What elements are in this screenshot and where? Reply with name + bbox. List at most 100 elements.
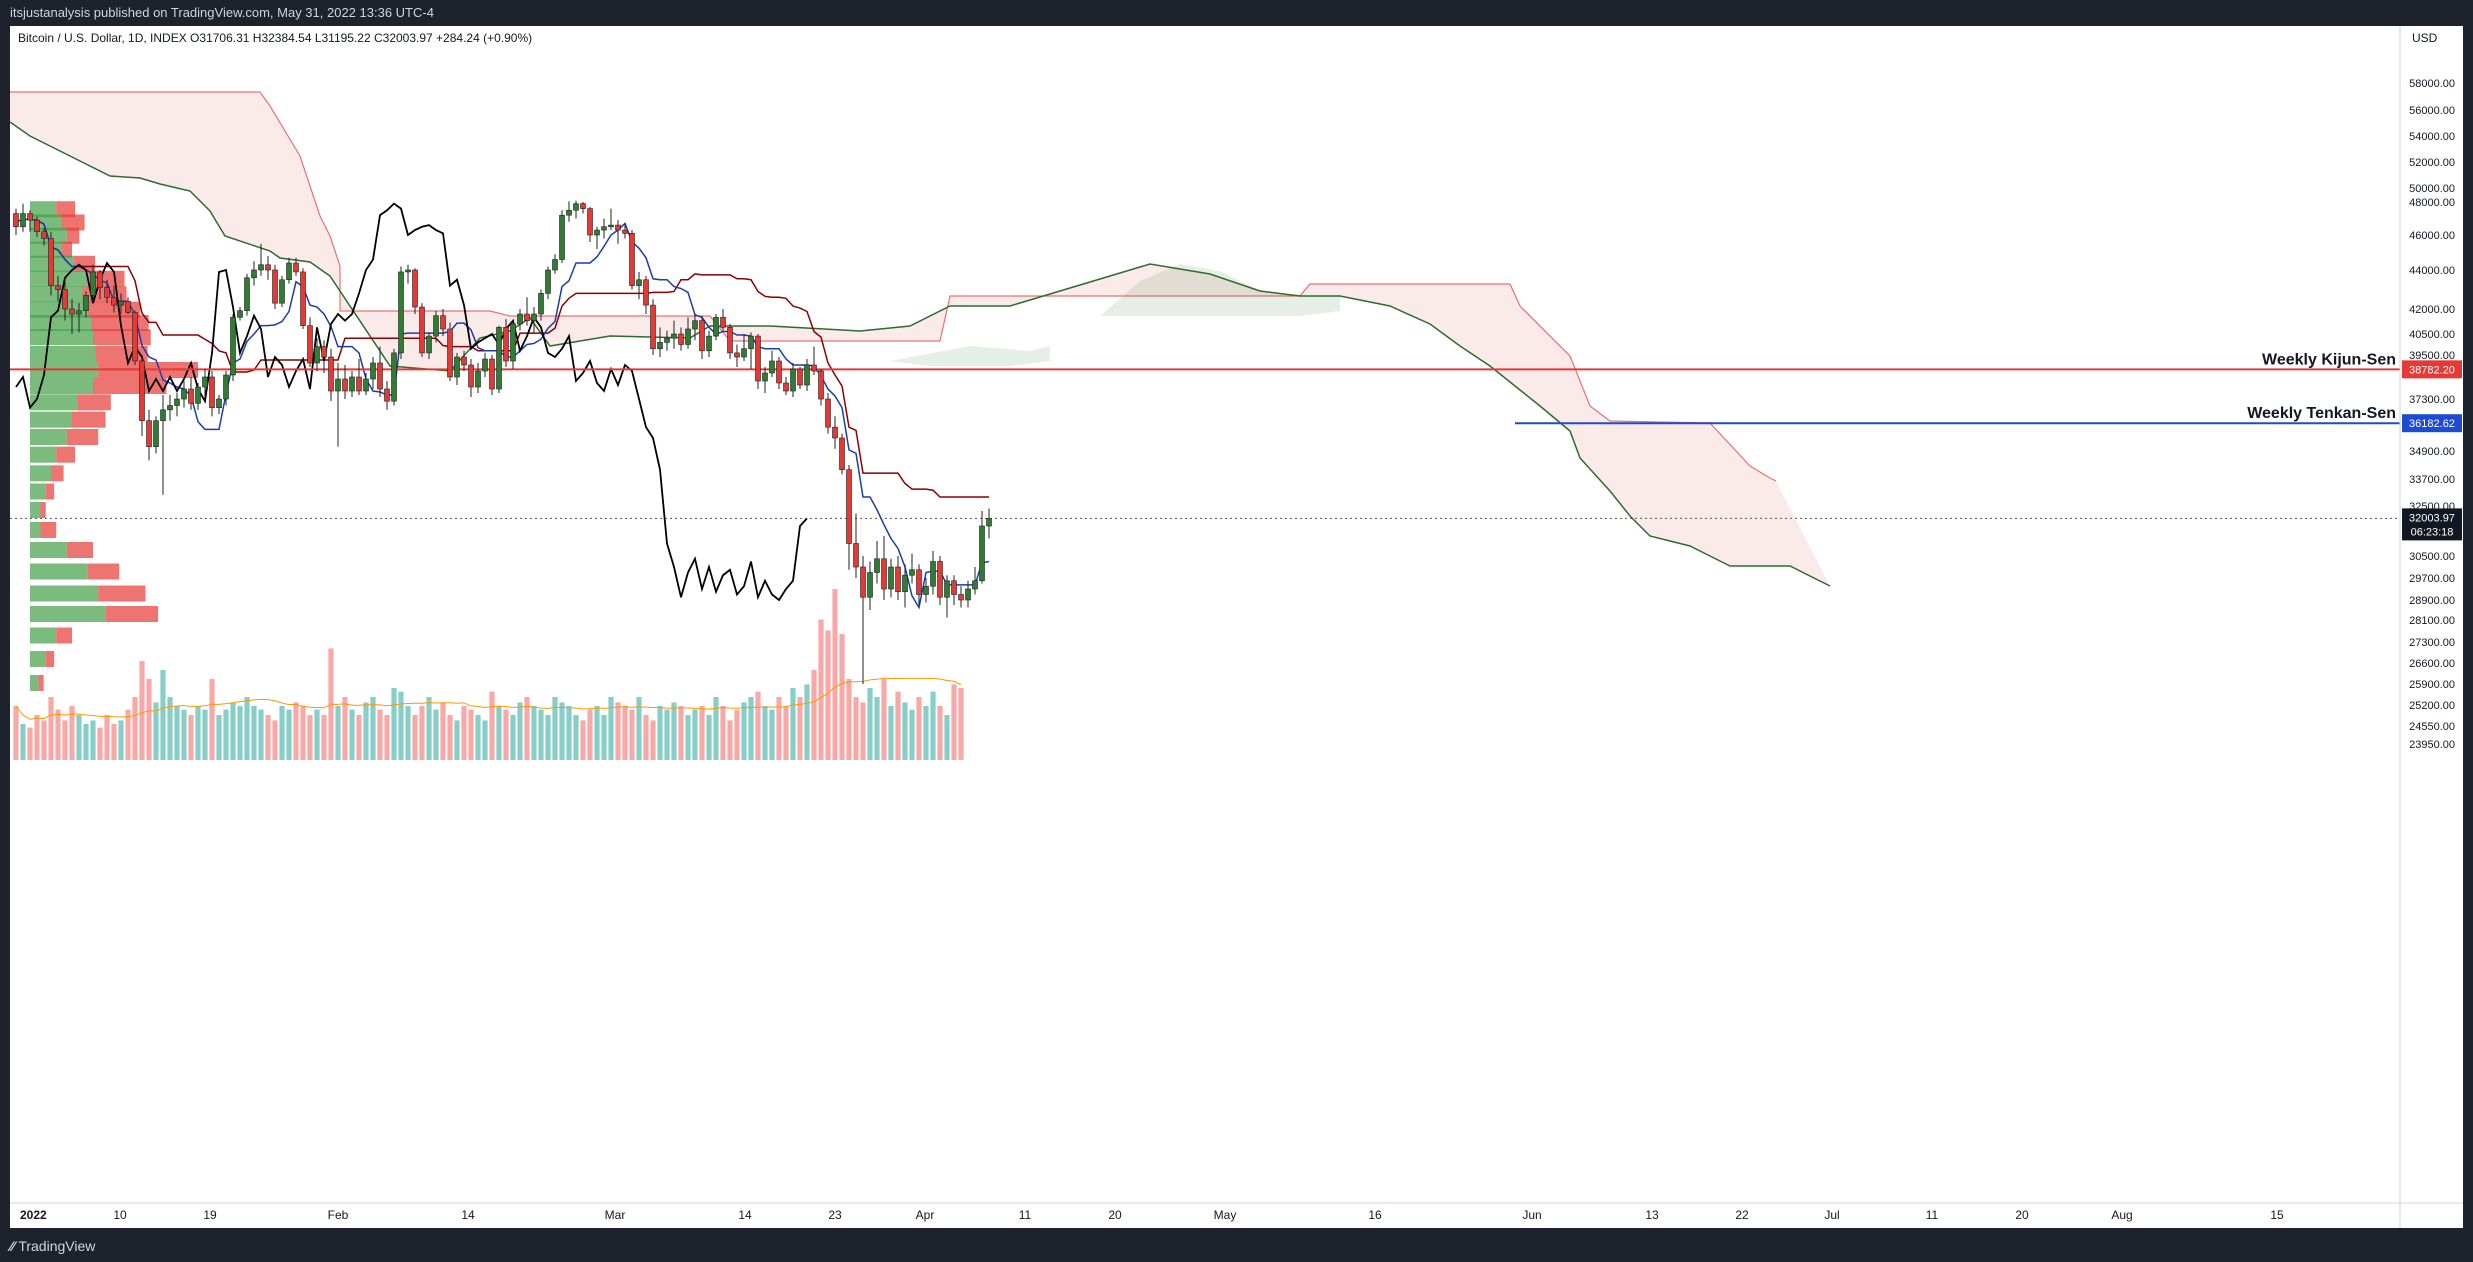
candle-body: [587, 208, 593, 236]
candle-body: [804, 364, 810, 386]
x-tick-label: 10: [113, 1208, 127, 1222]
candle-body: [706, 335, 712, 352]
candle-body: [860, 566, 866, 598]
volume-bar: [132, 697, 138, 760]
volume-profile-sell-bar: [45, 483, 55, 500]
volume-profile-sell-bar: [45, 651, 55, 667]
candle-body: [573, 203, 579, 211]
volume-profile-buy-bar: [30, 585, 99, 602]
volume-bar: [426, 697, 432, 760]
volume-bar: [832, 589, 838, 760]
y-tick-label: 37300.00: [2409, 394, 2455, 406]
volume-bar: [230, 702, 236, 760]
volume-bar: [90, 720, 96, 760]
candle-body: [853, 543, 859, 568]
candle-body: [447, 328, 453, 378]
volume-bar: [167, 697, 173, 760]
volume-bar: [923, 706, 929, 760]
volume-bar: [727, 720, 733, 760]
volume-bar: [69, 706, 75, 760]
volume-bar: [370, 697, 376, 760]
volume-bar: [321, 715, 327, 760]
volume-bar: [587, 709, 593, 760]
candlesticks: [13, 200, 992, 684]
candle-body: [930, 561, 936, 587]
weekly-level-price-tag: [2402, 360, 2462, 379]
volume-bars: [13, 589, 964, 760]
candle-body: [90, 271, 96, 296]
x-tick-label: May: [1214, 1208, 1237, 1222]
weekly-level-price-text: 36182.62: [2409, 418, 2455, 430]
volume-bar: [909, 709, 915, 760]
candle-body: [237, 310, 243, 318]
candle-body: [321, 346, 327, 358]
candle-body: [552, 259, 558, 271]
price-chart[interactable]: Weekly Kijun-Sen 38782.20 Weekly Tenkan-Se…: [9, 26, 2463, 1228]
candle-body: [965, 588, 971, 601]
candle-body: [482, 358, 488, 372]
volume-bar: [461, 706, 467, 760]
volume-bar: [118, 720, 124, 760]
brand-name: TradingView: [18, 1238, 96, 1254]
candle-body: [937, 561, 943, 598]
volume-bar: [769, 709, 775, 760]
volume-bar: [251, 706, 257, 760]
candle-body: [741, 348, 747, 358]
volume-bar: [601, 715, 607, 760]
volume-profile-buy-bar: [30, 465, 51, 482]
volume-bar: [188, 715, 194, 760]
candle-body: [958, 594, 964, 601]
volume-bar: [62, 720, 68, 760]
volume-bar: [398, 691, 404, 760]
volume-profile-sell-bar: [66, 227, 80, 244]
candle-body: [902, 574, 908, 593]
volume-profile-buy-bar: [30, 563, 88, 580]
candle-body: [342, 378, 348, 392]
volume-bar: [496, 706, 502, 760]
candle-body: [657, 342, 663, 349]
candle-body: [69, 308, 75, 315]
volume-profile-buy-bar: [30, 429, 67, 445]
candle-body: [293, 262, 299, 273]
volume-profile-sell-bar: [40, 502, 46, 518]
candle-body: [132, 312, 138, 362]
chart-area[interactable]: Weekly Kijun-Sen 38782.20 Weekly Tenkan-Se…: [9, 26, 2463, 1228]
candle-body: [391, 352, 397, 402]
candle-body: [559, 214, 565, 260]
candle-body: [468, 364, 474, 388]
candle-body: [944, 580, 950, 598]
weekly-level-label: Weekly Kijun-Sen: [2262, 351, 2396, 368]
volume-profile-sell-bar: [56, 201, 76, 218]
volume-bar: [76, 715, 82, 760]
candle-body: [636, 279, 642, 286]
x-tick-label: 14: [461, 1208, 475, 1222]
volume-bar: [944, 715, 950, 760]
volume-bar: [174, 706, 180, 760]
x-tick-label: 15: [2270, 1208, 2284, 1222]
candle-body: [118, 300, 124, 306]
candle-body: [349, 376, 355, 392]
candle-body: [608, 224, 614, 228]
candle-body: [510, 323, 516, 362]
x-tick-label: 22: [1735, 1208, 1749, 1222]
volume-bar: [139, 661, 145, 760]
candle-body: [398, 271, 404, 354]
volume-bar: [867, 688, 873, 760]
candle-body: [692, 320, 698, 330]
cloud-fill: [10, 92, 1830, 586]
candle-body: [104, 287, 110, 298]
volume-bar: [755, 691, 761, 760]
candle-body: [279, 279, 285, 304]
y-tick-label: 30500.00: [2409, 551, 2455, 563]
publisher-text: itsjustanalysis published on TradingView…: [10, 5, 434, 20]
cloud-fill-bullish: [1100, 264, 1340, 316]
ichimoku-lines: [15, 202, 990, 610]
candle-body: [13, 213, 19, 228]
candle-body: [720, 317, 726, 328]
candle-body: [125, 300, 131, 313]
volume-profile-sell-bar: [61, 214, 85, 231]
candle-body: [181, 388, 187, 400]
tradingview-logo-icon[interactable]: ⁄⁄: [10, 1238, 15, 1254]
volume-bar: [895, 691, 901, 760]
volume-bar: [615, 702, 621, 760]
